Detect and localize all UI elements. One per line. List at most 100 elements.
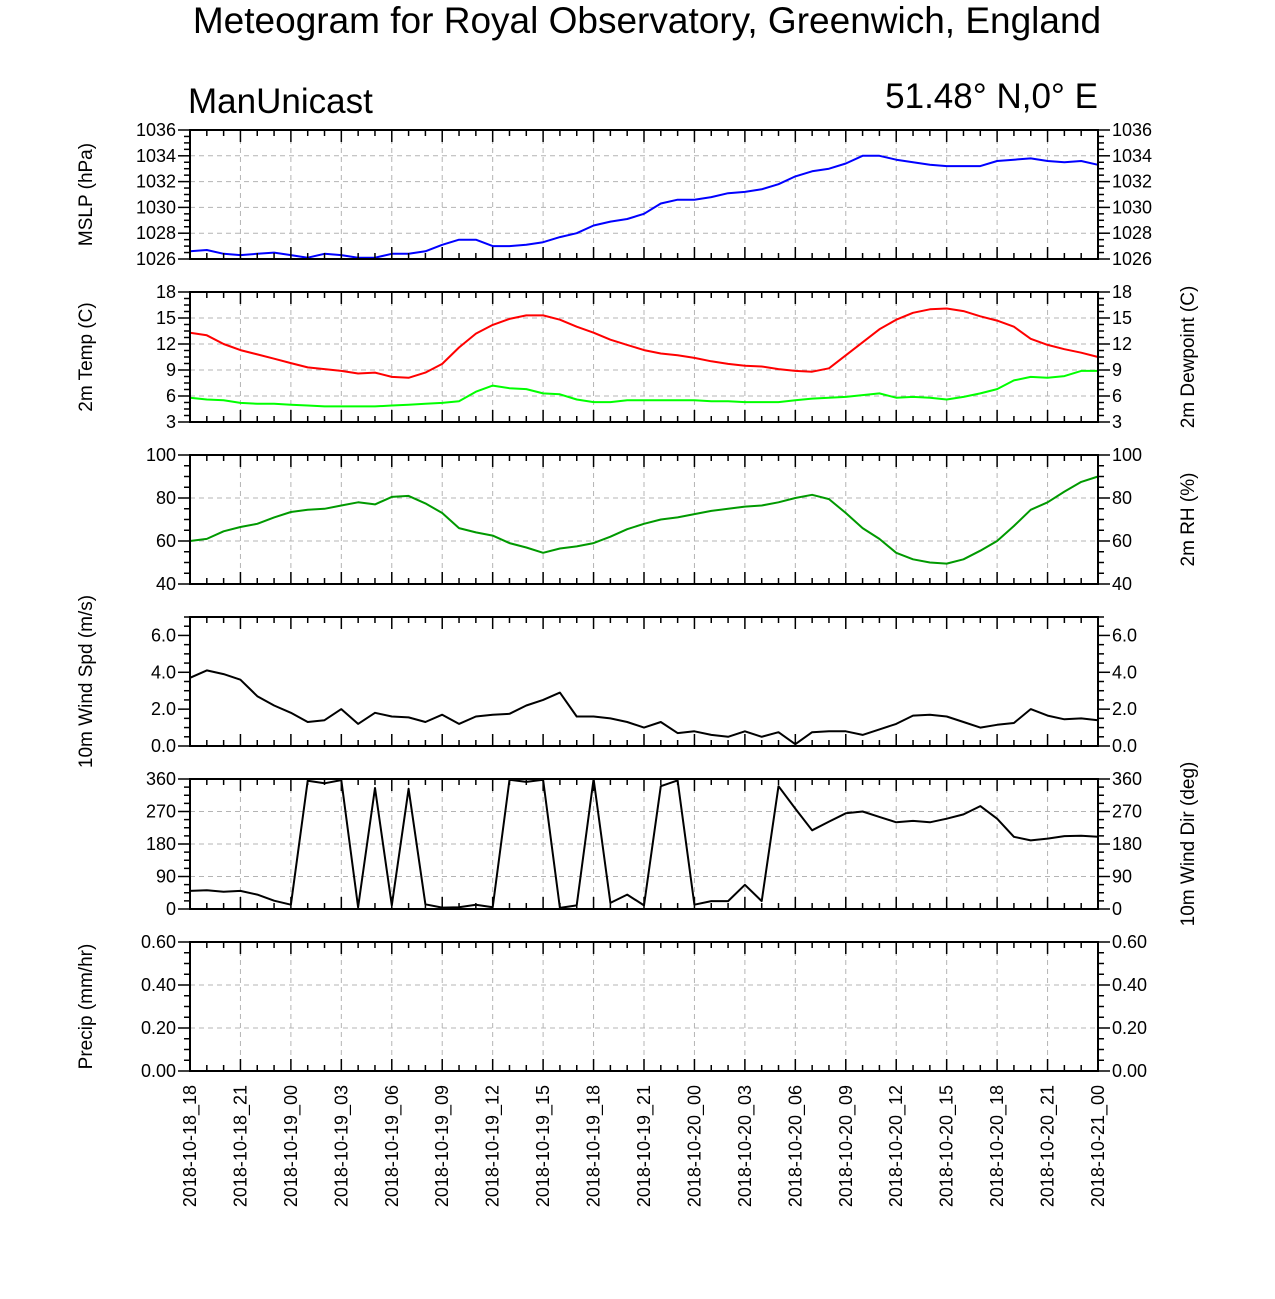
y-tick-label-right: 1028 <box>1112 223 1152 243</box>
mslp-panel: 1026 1026 1028 1028 1030 1030 1032 1032 1034 1034… <box>76 120 1152 269</box>
x-tick-label: 2018-10-21_00 <box>1088 1085 1109 1207</box>
y-tick-label-right: 1034 <box>1112 146 1152 166</box>
y-tick-label-right: 12 <box>1112 334 1132 354</box>
y-tick-label: 0 <box>166 899 176 919</box>
y-tick-label: 3 <box>166 412 176 432</box>
y-tick-label-right: 6.0 <box>1112 625 1137 645</box>
y-tick-label-right: 180 <box>1112 834 1142 854</box>
temp-series-line-0 <box>189 307 1099 379</box>
x-tick-label: 2018-10-20_18 <box>987 1085 1008 1207</box>
y-tick-label: 6.0 <box>151 625 176 645</box>
model-label: ManUnicast <box>188 82 373 121</box>
y-tick-label: 270 <box>146 802 176 822</box>
y-tick-label-right: 1032 <box>1112 172 1152 192</box>
y-tick-label: 0.40 <box>141 975 176 995</box>
chart-title: Meteogram for Royal Observatory, Greenwi… <box>193 0 1101 41</box>
y-tick-label-right: 4.0 <box>1112 662 1137 682</box>
rh-series-line-0 <box>189 475 1099 565</box>
y-tick-label: 0.60 <box>141 932 176 952</box>
x-tick-label: 2018-10-20_03 <box>735 1085 756 1207</box>
wind-dir-y-axis-label-right: 10m Wind Dir (deg) <box>1178 762 1199 927</box>
rh-y-axis-label-right: 2m RH (%) <box>1178 473 1199 567</box>
precip-panel: 0.00 0.00 0.20 0.20 0.40 0.40 0.60 0.60 Precip (… <box>76 932 1147 1081</box>
y-tick-label: 180 <box>146 834 176 854</box>
y-tick-label: 0.00 <box>141 1061 176 1081</box>
y-tick-label-right: 9 <box>1112 360 1122 380</box>
y-tick-label: 12 <box>156 334 176 354</box>
y-tick-label-right: 1026 <box>1112 249 1152 269</box>
y-tick-label: 15 <box>156 308 176 328</box>
y-tick-label: 1034 <box>136 146 176 166</box>
x-tick-label: 2018-10-19_18 <box>584 1085 605 1207</box>
y-tick-label: 60 <box>156 531 176 551</box>
y-tick-label-right: 100 <box>1112 445 1142 465</box>
y-tick-label-right: 6 <box>1112 386 1122 406</box>
x-tick-label: 2018-10-20_21 <box>1038 1085 1059 1207</box>
temp-y-axis-label: 2m Temp (C) <box>76 302 97 411</box>
y-tick-label-right: 0.40 <box>1112 975 1147 995</box>
x-tick-label: 2018-10-19_03 <box>331 1085 352 1207</box>
y-tick-label: 80 <box>156 488 176 508</box>
location-label: 51.48° N,0° E <box>885 77 1098 116</box>
x-tick-label: 2018-10-19_12 <box>483 1085 504 1207</box>
x-tick-label: 2018-10-19_06 <box>382 1085 403 1207</box>
y-tick-label: 360 <box>146 769 176 789</box>
y-tick-label-right: 0.00 <box>1112 1061 1147 1081</box>
x-tick-label: 2018-10-19_09 <box>432 1085 453 1207</box>
y-tick-label-right: 0 <box>1112 899 1122 919</box>
y-tick-label: 0.0 <box>151 736 176 756</box>
x-tick-label: 2018-10-20_06 <box>785 1085 806 1207</box>
y-tick-label: 1028 <box>136 223 176 243</box>
x-tick-label: 2018-10-18_21 <box>230 1085 251 1207</box>
rh-panel: 40 40 60 60 80 80 100 100 2m RH (%) <box>146 445 1199 594</box>
x-tick-label: 2018-10-19_00 <box>281 1085 302 1207</box>
x-tick-label: 2018-10-20_00 <box>684 1085 705 1207</box>
y-tick-label: 18 <box>156 282 176 302</box>
y-tick-label: 0.20 <box>141 1018 176 1038</box>
wind-spd-series-line-0 <box>189 669 1099 746</box>
panels: 1026 1026 1028 1028 1030 1030 1032 1032 1034 1034… <box>76 120 1199 1081</box>
x-tick-label: 2018-10-19_21 <box>634 1085 655 1207</box>
y-tick-label-right: 270 <box>1112 802 1142 822</box>
wind-spd-panel: 0.0 0.0 2.0 2.0 4.0 4.0 6.0 6.0 10m Wind Spd (m/… <box>76 595 1137 768</box>
y-tick-label: 40 <box>156 574 176 594</box>
x-tick-label: 2018-10-19_15 <box>533 1085 554 1207</box>
y-tick-label-right: 1030 <box>1112 197 1152 217</box>
y-tick-label-right: 90 <box>1112 867 1132 887</box>
precip-y-axis-label: Precip (mm/hr) <box>76 944 97 1070</box>
mslp-y-axis-label: MSLP (hPa) <box>76 143 97 246</box>
y-tick-label: 1032 <box>136 172 176 192</box>
temp-series-line-1 <box>189 369 1098 408</box>
y-tick-label: 9 <box>166 360 176 380</box>
y-tick-label: 2.0 <box>151 699 176 719</box>
x-tick-label: 2018-10-20_12 <box>886 1085 907 1207</box>
y-tick-label: 6 <box>166 386 176 406</box>
y-tick-label: 4.0 <box>151 662 176 682</box>
y-tick-label-right: 2.0 <box>1112 699 1137 719</box>
y-tick-label-right: 40 <box>1112 574 1132 594</box>
y-tick-label: 1030 <box>136 197 176 217</box>
x-tick-label: 2018-10-20_15 <box>937 1085 958 1207</box>
y-tick-label-right: 60 <box>1112 531 1132 551</box>
temp-panel: 3 3 6 6 9 9 12 12 15 15 18 18 2m Temp (C) 2m Dewpoint… <box>76 282 1199 432</box>
time-axis: 2018-10-18_18 2018-10-18_21 2018-10-19_00 2… <box>180 1085 1109 1207</box>
y-tick-label: 1036 <box>136 120 176 140</box>
y-tick-label-right: 3 <box>1112 412 1122 432</box>
y-tick-label: 90 <box>156 867 176 887</box>
y-tick-label-right: 80 <box>1112 488 1132 508</box>
y-tick-label-right: 0.60 <box>1112 932 1147 952</box>
x-tick-label: 2018-10-20_09 <box>836 1085 857 1207</box>
y-tick-label: 100 <box>146 445 176 465</box>
temp-y-axis-label-right: 2m Dewpoint (C) <box>1178 286 1199 429</box>
wind-dir-panel: 0 0 90 90 180 180 270 270 360 360 10m Wind Dir (de… <box>146 762 1199 927</box>
y-tick-label-right: 360 <box>1112 769 1142 789</box>
y-tick-label: 1026 <box>136 249 176 269</box>
wind-spd-y-axis-label: 10m Wind Spd (m/s) <box>76 595 97 768</box>
y-tick-label-right: 0.20 <box>1112 1018 1147 1038</box>
x-tick-label: 2018-10-18_18 <box>180 1085 201 1207</box>
y-tick-label-right: 0.0 <box>1112 736 1137 756</box>
y-tick-label-right: 15 <box>1112 308 1132 328</box>
y-tick-label-right: 18 <box>1112 282 1132 302</box>
y-tick-label-right: 1036 <box>1112 120 1152 140</box>
